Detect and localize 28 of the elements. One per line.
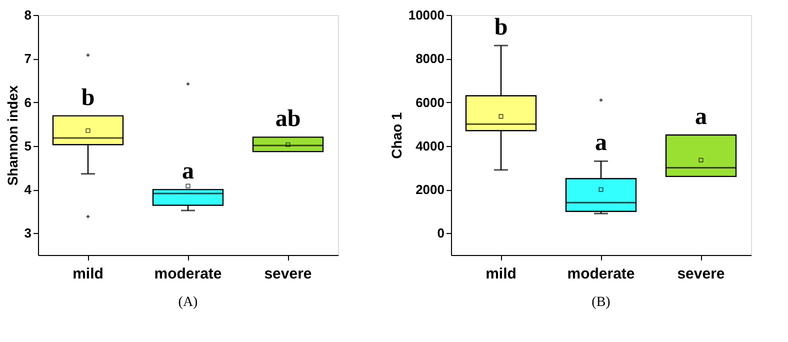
annotation: ab [275,106,301,132]
y-axis-title: Chao 1 [388,112,404,159]
y-tick-label: 4000 [416,138,444,154]
x-tick-label: severe [264,266,312,282]
y-tick-label: 8 [24,8,32,22]
x-tick-label: severe [677,266,725,282]
text: (A) [178,295,198,310]
y-tick-label: 3 [24,226,32,241]
y-tick-label: 2000 [416,182,444,198]
y-tick-label: 7 [24,51,32,66]
y-tick-label: 10000 [408,8,444,22]
y-tick-label: 8000 [416,51,444,66]
annotation: a [595,130,607,156]
x-tick-label: moderate [154,266,222,282]
y-tick-label: 5 [24,138,32,154]
text: (B) [592,295,611,310]
y-axis-title: Shannon index [4,85,20,186]
annotation: a [695,104,707,130]
y-tick-label: 6 [24,94,32,110]
x-tick-label: mild [486,266,516,282]
annotation: b [494,14,508,41]
y-tick-label: 4 [24,182,32,198]
x-tick-label: moderate [567,266,635,282]
y-tick-label: 0 [437,226,444,241]
annotation: a [182,158,194,185]
x-tick-label: mild [72,266,104,282]
y-tick-label: 6000 [416,94,444,110]
annotation: b [81,84,95,111]
